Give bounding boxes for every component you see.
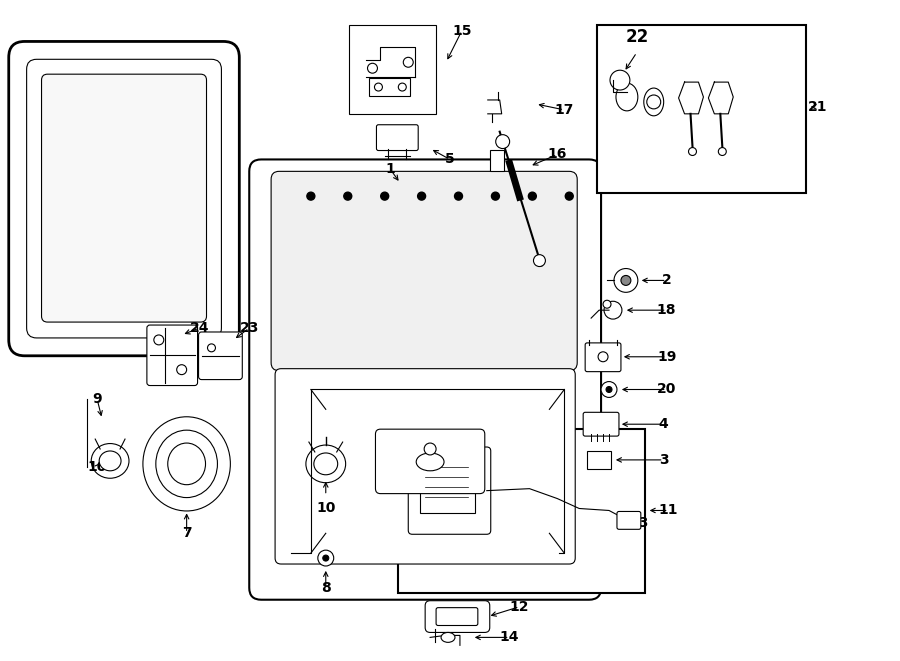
Text: 17: 17 [554,103,574,117]
Circle shape [374,83,382,91]
Circle shape [208,344,215,352]
Text: 16: 16 [547,147,567,161]
Circle shape [496,135,509,149]
Ellipse shape [143,417,230,511]
Circle shape [647,95,661,109]
Circle shape [528,192,536,200]
Text: 5: 5 [446,153,454,167]
Bar [368,78,410,96]
Text: 14: 14 [500,631,519,644]
Text: 3: 3 [659,453,669,467]
Text: 23: 23 [239,321,259,335]
Text: 21: 21 [808,100,827,114]
Text: 12: 12 [509,600,529,613]
FancyBboxPatch shape [199,332,242,379]
Text: 19: 19 [657,350,676,364]
Text: 9: 9 [93,393,102,407]
FancyBboxPatch shape [147,325,198,385]
Circle shape [418,192,426,200]
Circle shape [307,192,315,200]
Circle shape [718,147,726,155]
Circle shape [318,550,334,566]
Ellipse shape [91,444,129,479]
Circle shape [176,365,186,375]
Text: 2: 2 [662,274,671,288]
Text: 22: 22 [626,28,649,46]
Text: 6: 6 [63,224,72,238]
FancyBboxPatch shape [9,42,239,356]
FancyBboxPatch shape [41,74,206,322]
Circle shape [534,254,545,266]
FancyBboxPatch shape [271,171,577,371]
Ellipse shape [616,83,638,111]
FancyBboxPatch shape [436,607,478,625]
FancyBboxPatch shape [409,447,491,534]
Circle shape [565,192,573,200]
Circle shape [454,192,463,200]
Circle shape [154,335,164,345]
Circle shape [399,83,406,91]
FancyBboxPatch shape [585,343,621,371]
Bar [420,459,475,514]
Circle shape [603,300,611,308]
Ellipse shape [644,88,663,116]
Text: 13: 13 [629,516,649,530]
Circle shape [604,301,622,319]
Ellipse shape [167,443,205,485]
Text: 15: 15 [452,24,472,38]
Text: 8: 8 [321,581,330,595]
Ellipse shape [156,430,218,498]
Text: 10: 10 [87,460,107,474]
Ellipse shape [416,453,444,471]
Circle shape [614,268,638,292]
Text: 10: 10 [316,502,336,516]
Circle shape [621,276,631,286]
Ellipse shape [441,633,455,642]
FancyBboxPatch shape [375,429,485,494]
FancyBboxPatch shape [275,369,575,564]
Ellipse shape [99,451,121,471]
FancyBboxPatch shape [249,159,601,600]
Circle shape [491,192,500,200]
Circle shape [601,381,617,397]
Bar [399,429,644,593]
Text: 7: 7 [182,526,192,540]
FancyBboxPatch shape [583,412,619,436]
FancyBboxPatch shape [617,512,641,529]
Circle shape [381,192,389,200]
Ellipse shape [306,445,346,483]
Text: 24: 24 [190,321,210,335]
Bar [587,451,611,469]
Circle shape [610,70,630,90]
Text: 18: 18 [657,303,677,317]
Circle shape [606,387,612,393]
Circle shape [323,555,328,561]
FancyBboxPatch shape [27,59,221,338]
Text: 11: 11 [659,504,679,518]
Circle shape [403,58,413,67]
Ellipse shape [314,453,338,475]
Circle shape [688,147,697,155]
Circle shape [424,443,436,455]
Bar [348,24,436,114]
FancyBboxPatch shape [425,601,490,633]
Text: 20: 20 [657,383,676,397]
Circle shape [598,352,608,362]
Bar [597,24,806,193]
FancyBboxPatch shape [376,125,418,151]
Bar [490,149,504,171]
Circle shape [344,192,352,200]
Circle shape [367,63,377,73]
Text: 4: 4 [659,417,669,431]
Text: 1: 1 [385,163,395,176]
